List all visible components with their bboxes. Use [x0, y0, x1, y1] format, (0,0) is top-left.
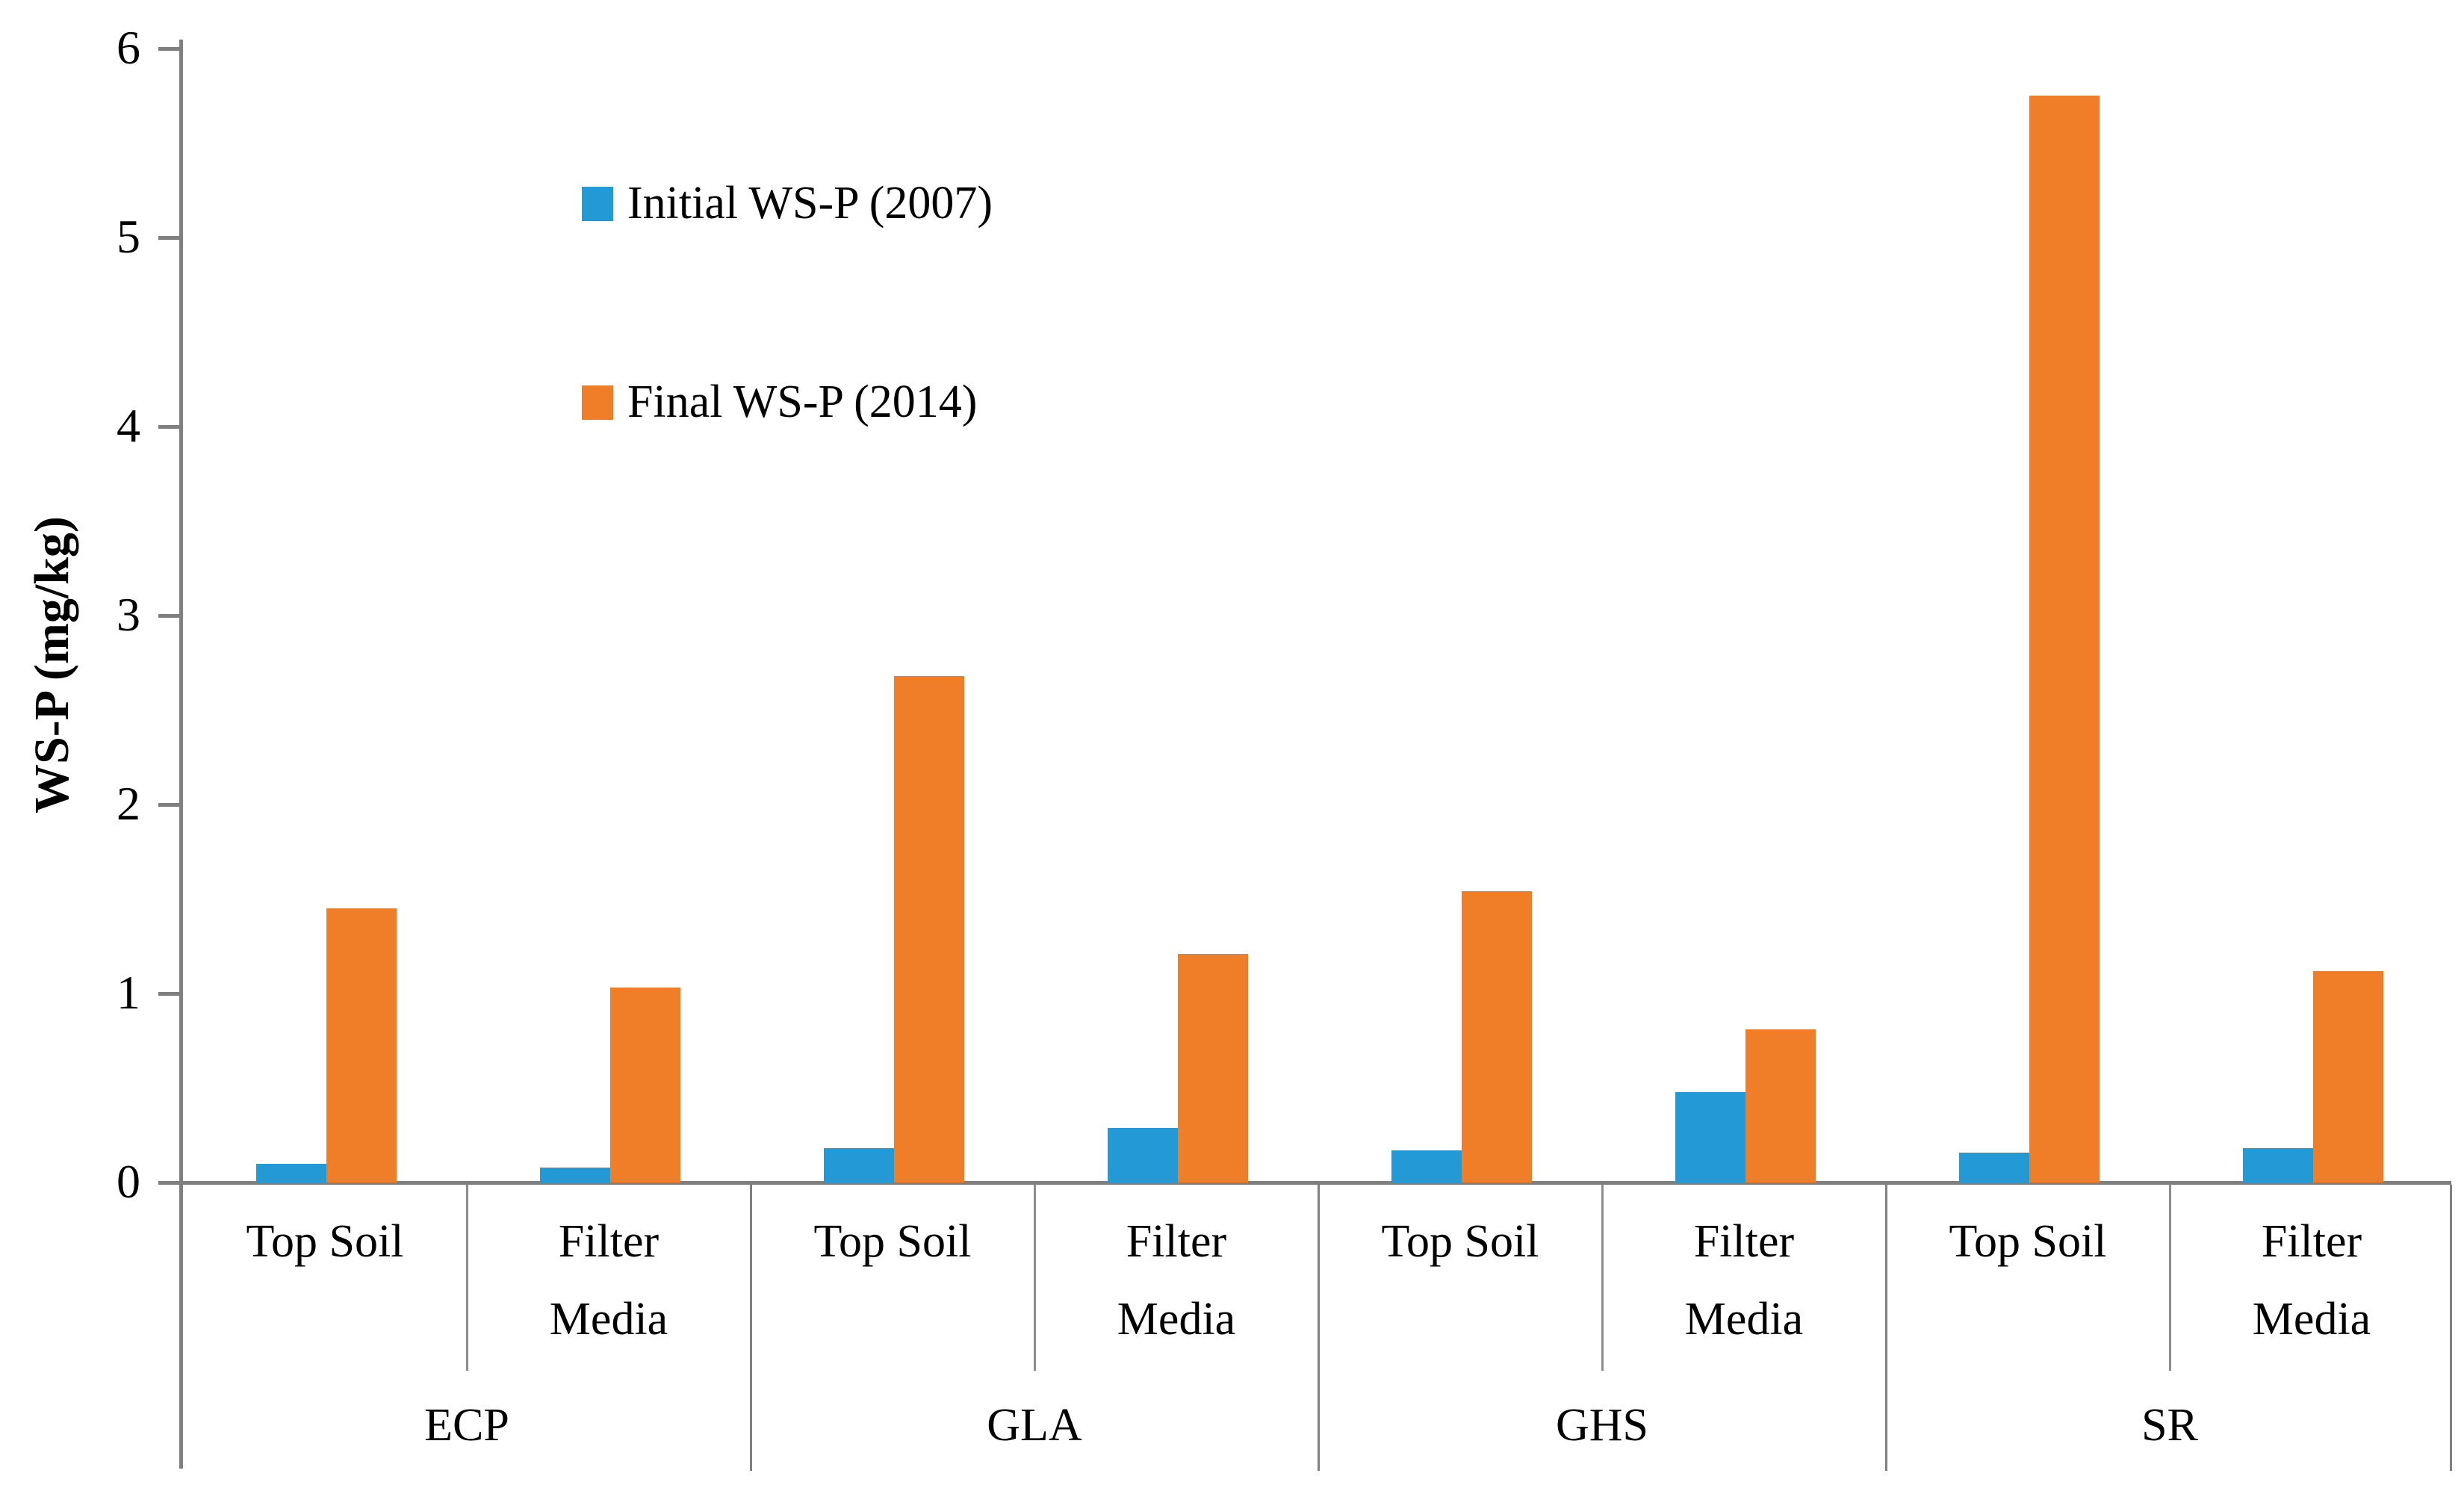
bar-final-gla-top-soil [894, 676, 964, 1183]
bar-initial-ecp-top-soil [256, 1164, 326, 1183]
y-tick-4 [158, 425, 179, 429]
group-separator [1885, 1185, 1887, 1471]
bar-initial-ecp-filter-media [540, 1168, 610, 1183]
subcategory-separator [1601, 1185, 1604, 1371]
subcategory-separator [1034, 1185, 1036, 1371]
y-tick-label-2: 2 [117, 777, 140, 830]
x-label-sr-top-soil: Top Soil [1886, 1203, 2170, 1374]
x-label-text: Filter Media [1684, 1216, 1804, 1345]
group-label-ecp: ECP [424, 1400, 509, 1451]
x-label-text: Filter Media [549, 1216, 668, 1345]
x-label-sr-filter-media: Filter Media [2170, 1203, 2454, 1374]
x-label-text: Filter Media [1117, 1216, 1236, 1345]
bar-final-gla-filter-media [1178, 954, 1248, 1183]
bar-initial-ghs-filter-media [1675, 1092, 1745, 1183]
y-axis-line [179, 40, 183, 1469]
bar-final-sr-filter-media [2313, 971, 2383, 1183]
subcategory-separator [466, 1185, 468, 1371]
group-label-ghs: GHS [1555, 1400, 1649, 1451]
group-separator [750, 1185, 752, 1471]
legend-label-final: Final WS-P (2014) [627, 376, 978, 427]
group-label-sr: SR [2141, 1400, 2198, 1451]
bar-initial-gla-filter-media [1108, 1128, 1178, 1183]
x-label-ecp-filter-media: Filter Media [467, 1203, 751, 1374]
bar-initial-gla-top-soil [824, 1148, 894, 1183]
right-boundary-line [2450, 1185, 2452, 1471]
bar-final-ecp-filter-media [610, 988, 680, 1183]
bar-initial-ghs-top-soil [1391, 1150, 1462, 1183]
x-label-text: Top Soil [1381, 1216, 1539, 1267]
x-label-text: Filter Media [2252, 1216, 2371, 1345]
bar-final-ecp-top-soil [326, 908, 397, 1183]
bar-final-ghs-top-soil [1462, 891, 1532, 1183]
x-label-text: Top Soil [246, 1216, 404, 1267]
y-tick-3 [158, 614, 179, 618]
legend-swatch-initial-icon [582, 187, 613, 221]
y-tick-label-4: 4 [117, 399, 140, 452]
bar-final-sr-top-soil [2029, 96, 2100, 1183]
y-tick-label-3: 3 [117, 588, 140, 641]
x-axis-line [179, 1181, 2451, 1185]
bar-initial-sr-top-soil [1959, 1153, 2029, 1183]
legend-label-initial: Initial WS-P (2007) [627, 178, 993, 229]
group-separator [1318, 1185, 1320, 1471]
group-label-gla: GLA [987, 1400, 1082, 1451]
subcategory-separator [2169, 1185, 2171, 1371]
bar-final-ghs-filter-media [1745, 1029, 1816, 1183]
x-label-text: Top Soil [1949, 1216, 2107, 1267]
y-tick-5 [158, 236, 179, 240]
y-tick-label-5: 5 [117, 210, 140, 263]
y-tick-6 [158, 47, 179, 51]
x-label-gla-top-soil: Top Soil [751, 1203, 1034, 1374]
y-tick-label-0: 0 [117, 1155, 140, 1208]
y-tick-label-6: 6 [117, 21, 140, 74]
y-tick-label-1: 1 [117, 966, 140, 1019]
x-label-ghs-filter-media: Filter Media [1602, 1203, 1886, 1374]
x-label-ghs-top-soil: Top Soil [1318, 1203, 1602, 1374]
bar-initial-sr-filter-media [2243, 1148, 2313, 1183]
y-tick-0 [158, 1181, 179, 1185]
x-label-text: Top Soil [813, 1216, 972, 1267]
legend-swatch-final-icon [582, 385, 613, 420]
y-tick-2 [158, 803, 179, 807]
x-label-gla-filter-media: Filter Media [1034, 1203, 1318, 1374]
x-label-ecp-top-soil: Top Soil [183, 1203, 467, 1374]
y-axis-title: WS-P (mg/kg) [25, 516, 79, 813]
y-tick-1 [158, 992, 179, 996]
